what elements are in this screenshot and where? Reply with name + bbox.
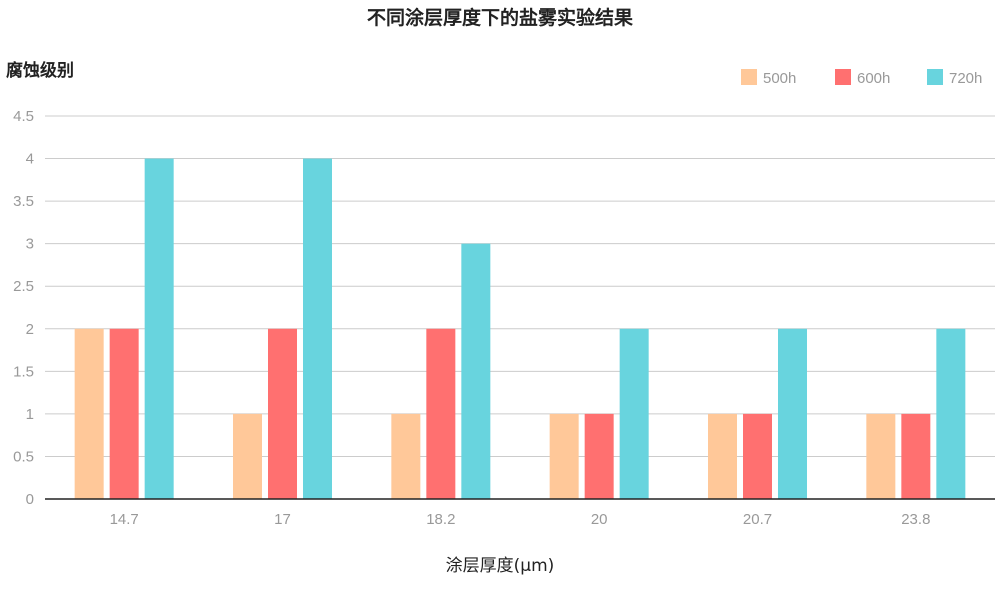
legend-swatch-720h <box>927 69 943 85</box>
y-tick-label: 2 <box>26 321 34 338</box>
legend: 500h 600h 720h <box>741 69 982 87</box>
bar-500h-18.2 <box>391 413 421 499</box>
x-tick-label: 18.2 <box>426 511 455 528</box>
legend-swatch-500h <box>741 69 757 85</box>
bar-600h-20 <box>584 413 614 499</box>
bar-600h-14.7 <box>109 328 139 499</box>
y-tick-label: 2.5 <box>13 278 34 295</box>
x-tick-labels: 14.7 17 18.2 20 20.7 23.8 <box>110 511 931 528</box>
y-tick-labels: 0 0.5 1 1.5 2 2.5 3 3.5 4 4.5 <box>13 108 34 508</box>
y-axis-title: 腐蚀级别 <box>6 60 74 81</box>
x-axis-title: 涂层厚度(μm) <box>446 556 555 576</box>
y-tick-label: 3.5 <box>13 193 34 210</box>
bar-720h-20 <box>619 328 649 499</box>
bar-500h-17 <box>233 413 262 499</box>
y-tick-label: 4.5 <box>13 108 34 125</box>
bar-500h-20.7 <box>708 413 737 499</box>
legend-label-720h: 720h <box>949 70 982 87</box>
bar-720h-20.7 <box>778 328 807 499</box>
bar-720h-18.2 <box>461 243 491 499</box>
bar-500h-20 <box>549 413 579 499</box>
legend-label-600h: 600h <box>857 70 890 87</box>
bar-720h-17 <box>303 158 332 500</box>
x-tick-label: 14.7 <box>110 511 139 528</box>
bar-600h-20.7 <box>743 413 772 499</box>
chart-title: 不同涂层厚度下的盐雾实验结果 <box>367 6 633 29</box>
bars <box>74 158 966 500</box>
bar-600h-23.8 <box>901 413 931 499</box>
x-tick-label: 20.7 <box>743 511 772 528</box>
y-tick-label: 1.5 <box>13 363 34 380</box>
legend-swatch-600h <box>835 69 851 85</box>
bar-600h-18.2 <box>426 328 456 499</box>
y-tick-label: 0 <box>26 491 34 508</box>
x-tick-label: 17 <box>274 511 291 528</box>
bar-500h-23.8 <box>866 413 896 499</box>
y-tick-label: 3 <box>26 236 34 253</box>
y-tick-label: 1 <box>26 406 34 423</box>
legend-label-500h: 500h <box>763 70 796 87</box>
x-tick-label: 20 <box>591 511 608 528</box>
y-tick-label: 0.5 <box>13 448 34 465</box>
x-tick-label: 23.8 <box>901 511 930 528</box>
bar-720h-23.8 <box>936 328 966 499</box>
gridlines <box>45 115 995 457</box>
bar-500h-14.7 <box>74 328 104 499</box>
bar-600h-17 <box>268 328 297 499</box>
bar-720h-14.7 <box>144 158 174 500</box>
y-tick-label: 4 <box>26 151 34 168</box>
